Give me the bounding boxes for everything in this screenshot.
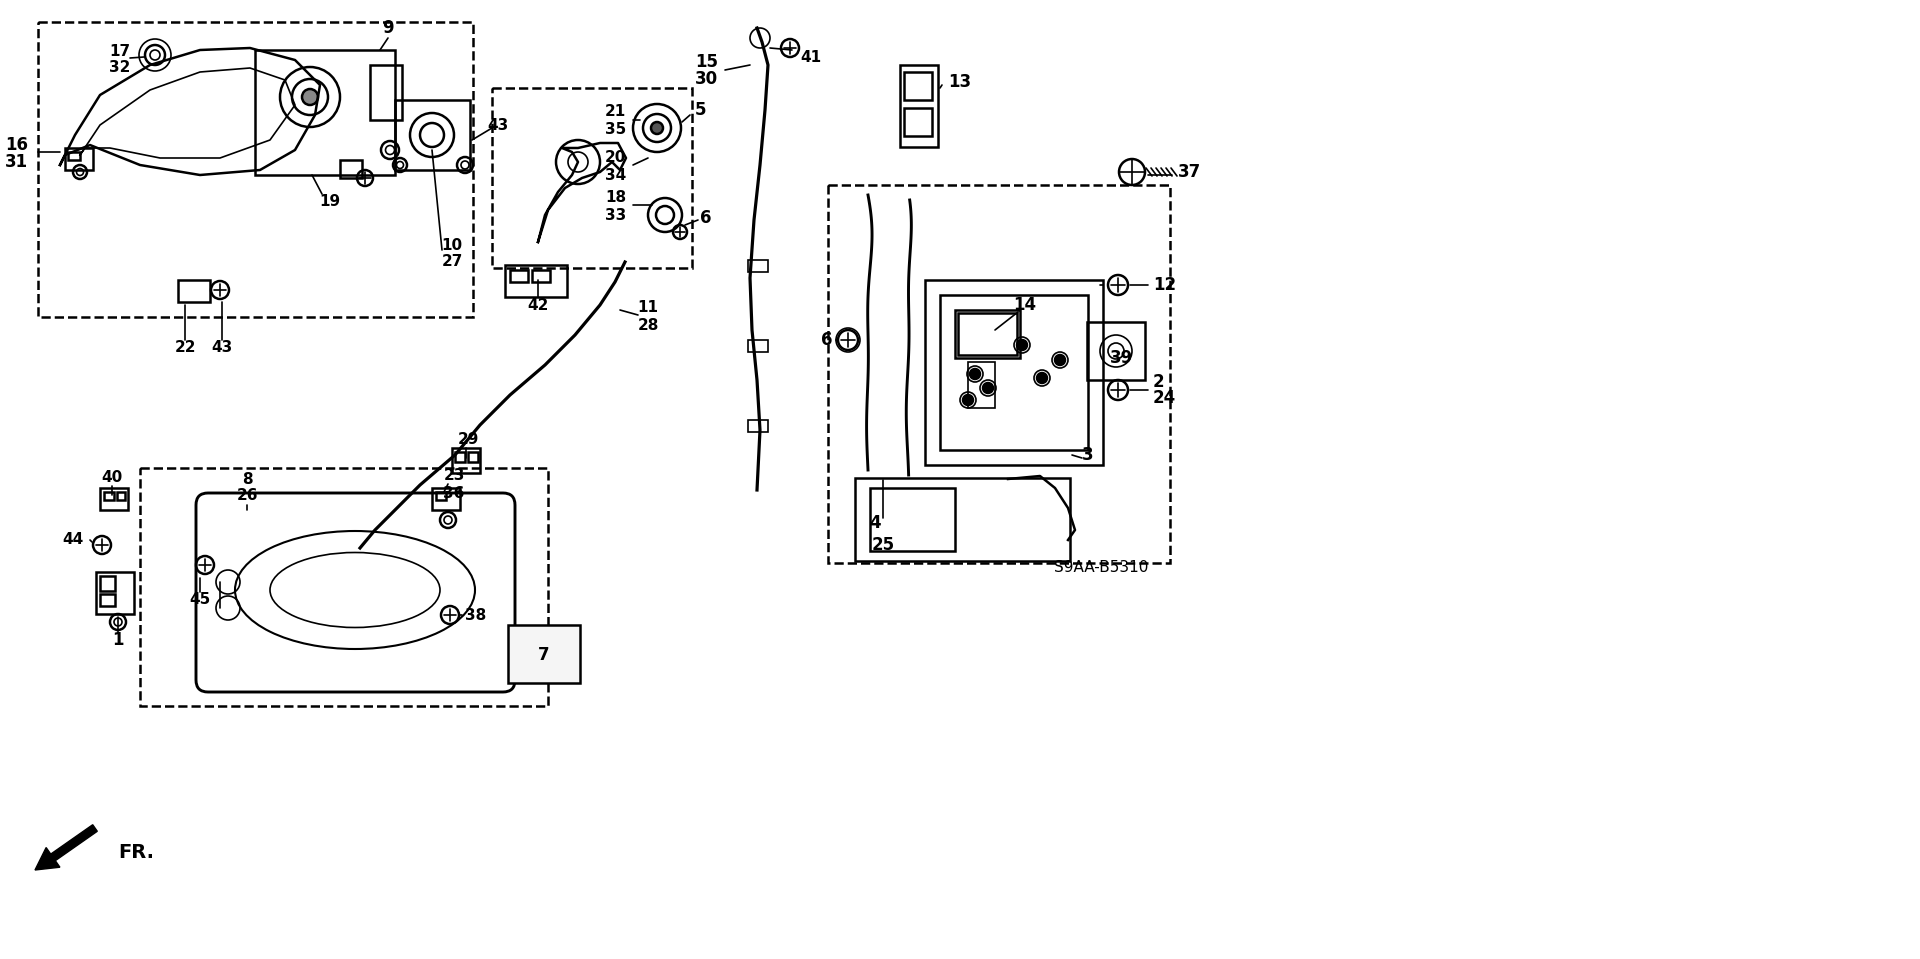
Circle shape	[651, 122, 662, 134]
Bar	[941, 295, 1089, 450]
Text: 5: 5	[695, 101, 707, 119]
Text: 7: 7	[538, 646, 549, 664]
Text: 43: 43	[211, 340, 232, 356]
Bar	[511, 270, 528, 282]
Text: 11: 11	[637, 300, 659, 316]
Bar	[100, 576, 115, 591]
Bar	[492, 88, 691, 268]
Text: 25: 25	[872, 536, 895, 554]
Circle shape	[1054, 355, 1066, 365]
Bar	[904, 108, 931, 136]
Bar	[96, 572, 134, 614]
Text: 16: 16	[6, 136, 29, 154]
Text: 42: 42	[528, 297, 549, 313]
Text: 14: 14	[1014, 296, 1037, 314]
Bar	[958, 313, 1018, 355]
Text: 21: 21	[605, 105, 626, 120]
Circle shape	[970, 369, 979, 379]
Circle shape	[1037, 373, 1046, 383]
Text: 26: 26	[236, 488, 257, 503]
Bar	[451, 448, 480, 473]
Text: 40: 40	[102, 471, 123, 485]
Text: 12: 12	[1154, 276, 1177, 294]
Circle shape	[983, 383, 993, 393]
Bar	[505, 265, 566, 297]
Text: 6: 6	[820, 331, 831, 349]
Text: 39: 39	[1110, 349, 1133, 367]
Text: 8: 8	[242, 473, 252, 487]
Bar	[900, 65, 939, 147]
Bar	[67, 152, 81, 160]
Bar	[749, 260, 768, 272]
Text: 10: 10	[442, 238, 463, 252]
Bar	[179, 280, 209, 302]
Bar	[38, 22, 472, 317]
Bar	[432, 488, 461, 510]
Text: 18: 18	[605, 191, 626, 205]
Text: 30: 30	[695, 70, 718, 88]
Text: 13: 13	[948, 73, 972, 91]
Text: 4: 4	[870, 514, 881, 532]
Text: 9: 9	[382, 19, 394, 37]
Text: 35: 35	[605, 123, 626, 137]
Text: 17: 17	[109, 44, 131, 59]
Text: 34: 34	[605, 168, 626, 182]
Bar	[65, 148, 92, 170]
Bar	[854, 478, 1069, 561]
Text: 31: 31	[6, 153, 29, 171]
Text: 33: 33	[605, 207, 626, 222]
Text: 45: 45	[190, 593, 211, 607]
Text: 32: 32	[109, 60, 131, 76]
Bar	[436, 492, 445, 500]
Bar	[1087, 322, 1144, 380]
Bar	[371, 65, 401, 120]
Bar	[255, 50, 396, 175]
Bar	[532, 270, 549, 282]
Text: 6: 6	[701, 209, 712, 227]
Text: 28: 28	[637, 317, 659, 333]
FancyArrow shape	[35, 825, 98, 870]
Text: 29: 29	[457, 433, 478, 448]
Text: 19: 19	[319, 195, 340, 209]
Text: 37: 37	[1179, 163, 1202, 181]
Bar	[140, 468, 547, 706]
Text: 38: 38	[465, 607, 486, 622]
Circle shape	[301, 89, 319, 105]
Text: 22: 22	[175, 340, 196, 356]
Text: 27: 27	[442, 253, 463, 269]
Bar	[455, 452, 465, 462]
Bar	[340, 160, 363, 178]
Text: 44: 44	[63, 532, 84, 548]
Bar	[749, 420, 768, 432]
Text: 24: 24	[1154, 389, 1177, 407]
Bar	[870, 488, 954, 551]
Bar	[828, 185, 1169, 563]
Circle shape	[964, 395, 973, 405]
Text: 43: 43	[488, 118, 509, 132]
Bar	[749, 340, 768, 352]
Circle shape	[1018, 340, 1027, 350]
Bar	[925, 280, 1102, 465]
Bar	[117, 492, 125, 500]
Text: 20: 20	[605, 151, 626, 166]
Text: 2: 2	[1154, 373, 1165, 391]
Text: 1: 1	[111, 631, 123, 649]
Bar	[396, 100, 470, 170]
Bar	[468, 452, 478, 462]
Text: 3: 3	[1083, 446, 1094, 464]
Text: 15: 15	[695, 53, 718, 71]
Text: S9AA-B5310: S9AA-B5310	[1054, 560, 1148, 575]
Bar	[100, 488, 129, 510]
Bar	[509, 625, 580, 683]
Text: 36: 36	[444, 485, 465, 501]
Text: 23: 23	[444, 469, 465, 483]
Bar	[954, 310, 1020, 358]
Bar	[104, 492, 113, 500]
Bar	[904, 72, 931, 100]
Text: FR.: FR.	[117, 843, 154, 861]
Text: 41: 41	[801, 51, 822, 65]
Bar	[100, 594, 115, 606]
